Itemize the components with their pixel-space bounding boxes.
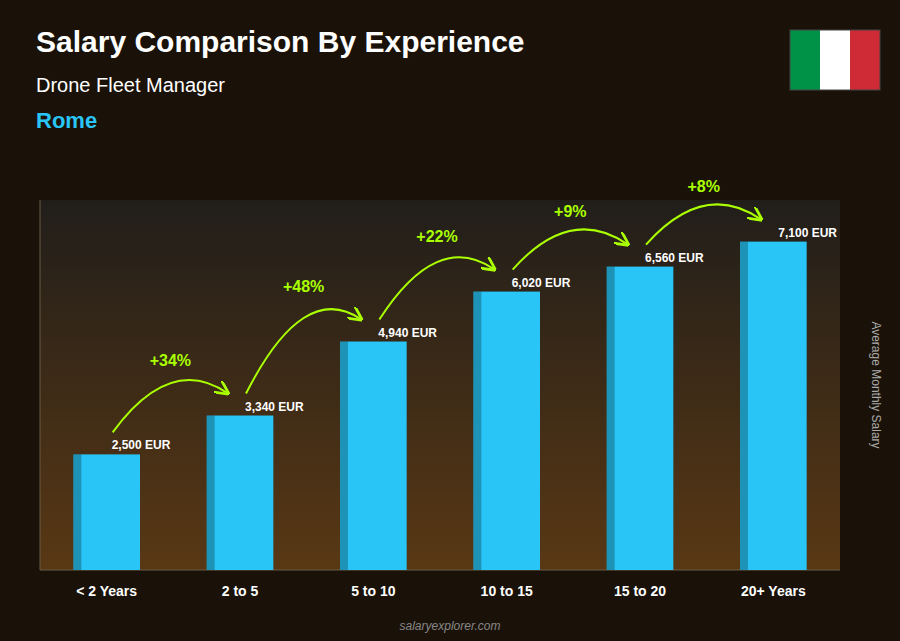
flag-stripe [790,30,820,90]
background [0,0,900,641]
bar-shade [740,242,748,570]
title: Salary Comparison By Experience [36,25,525,58]
chart: 2,500 EUR 3,340 EUR 4,940 EUR 6,020 EUR 6,56… [0,0,900,641]
pct-label: +9% [554,203,586,220]
pct-label: +34% [150,352,191,369]
pct-label: +8% [687,178,719,195]
value-label: 2,500 EUR [112,438,171,452]
x-axis-line [40,570,840,571]
x-tick-label: 15 to 20 [614,583,666,599]
pct-arrow [379,257,494,319]
bar [607,267,674,570]
flag [790,30,880,90]
bar [340,342,407,570]
bar-shade [340,342,348,570]
pct-label: +48% [283,278,324,295]
city: Rome [36,108,97,133]
pct-arrow [113,380,228,432]
flag-stripe [850,30,880,90]
subtitle: Drone Fleet Manager [36,74,225,96]
value-label: 3,340 EUR [245,400,304,414]
y-axis-label: Average Monthly Salary [869,321,883,448]
value-label: 4,940 EUR [378,326,437,340]
bar-shade [473,292,481,570]
pct-arrow [246,309,361,393]
watermark: salaryexplorer.com [400,619,501,633]
bars [73,242,806,570]
pct-arrow [513,229,628,269]
bar [473,292,540,570]
value-label: 6,560 EUR [645,251,704,265]
pct-label: +22% [416,228,457,245]
flag-stripe [820,30,850,90]
plot-background [40,200,840,570]
bar-shade [207,416,215,570]
y-axis-line [40,200,41,570]
bar [73,454,140,570]
x-tick-label: 2 to 5 [222,583,259,599]
x-tick-label: < 2 Years [76,583,137,599]
bar-shade [73,454,81,570]
pct-arrow [646,204,761,244]
bar [740,242,807,570]
bar [207,416,274,570]
value-label: 6,020 EUR [512,276,571,290]
x-tick-label: 20+ Years [741,583,806,599]
bar-shade [607,267,615,570]
x-tick-label: 10 to 15 [481,583,533,599]
value-label: 7,100 EUR [778,226,837,240]
flag-border [790,30,880,90]
x-tick-label: 5 to 10 [351,583,396,599]
